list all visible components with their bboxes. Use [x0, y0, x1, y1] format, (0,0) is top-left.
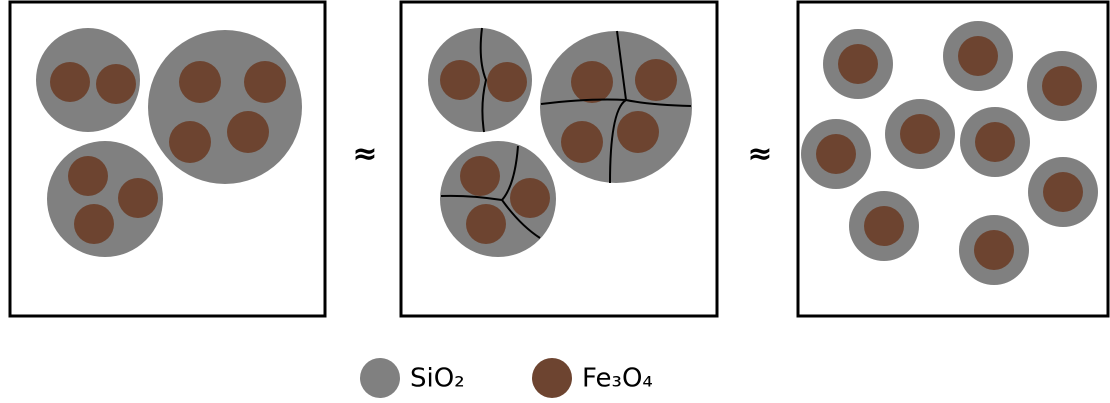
magnetite-core — [169, 121, 211, 163]
silica-particle — [148, 30, 302, 184]
magnetite-core — [571, 61, 613, 103]
magnetite-core — [975, 122, 1015, 162]
magnetite-core — [561, 121, 603, 163]
legend: SiO₂ Fe₃O₄ — [360, 358, 653, 398]
magnetite-core — [440, 60, 480, 100]
magnetite-core — [974, 230, 1014, 270]
legend-swatch — [360, 358, 400, 398]
magnetite-core — [50, 62, 90, 102]
magnetite-core — [958, 36, 998, 76]
magnetite-core — [617, 111, 659, 153]
silica-particle — [540, 31, 692, 183]
magnetite-core — [74, 204, 114, 244]
panel-core-shell — [798, 2, 1108, 316]
magnetite-core — [510, 178, 550, 218]
magnetite-core — [900, 114, 940, 154]
approx-sign: ≈ — [352, 137, 377, 172]
magnetite-core — [487, 62, 527, 102]
magnetite-core — [68, 156, 108, 196]
magnetite-core — [864, 206, 904, 246]
panel-aggregates — [10, 2, 325, 316]
magnetite-core — [227, 111, 269, 153]
magnetite-core — [466, 204, 506, 244]
legend-label: Fe₃O₄ — [582, 364, 653, 394]
magnetite-core — [838, 44, 878, 84]
magnetite-core — [96, 64, 136, 104]
magnetite-core — [244, 61, 286, 103]
magnetite-core — [1042, 66, 1082, 106]
diagram: ≈ ≈ SiO₂ Fe₃O₄ — [0, 0, 1110, 403]
magnetite-core — [460, 156, 500, 196]
approx-sign: ≈ — [747, 137, 772, 172]
panel-divided — [401, 2, 717, 316]
magnetite-core — [816, 134, 856, 174]
legend-label: SiO₂ — [410, 364, 465, 394]
magnetite-core — [635, 59, 677, 101]
magnetite-core — [118, 178, 158, 218]
magnetite-core — [1043, 172, 1083, 212]
magnetite-core — [179, 61, 221, 103]
legend-swatch — [532, 358, 572, 398]
